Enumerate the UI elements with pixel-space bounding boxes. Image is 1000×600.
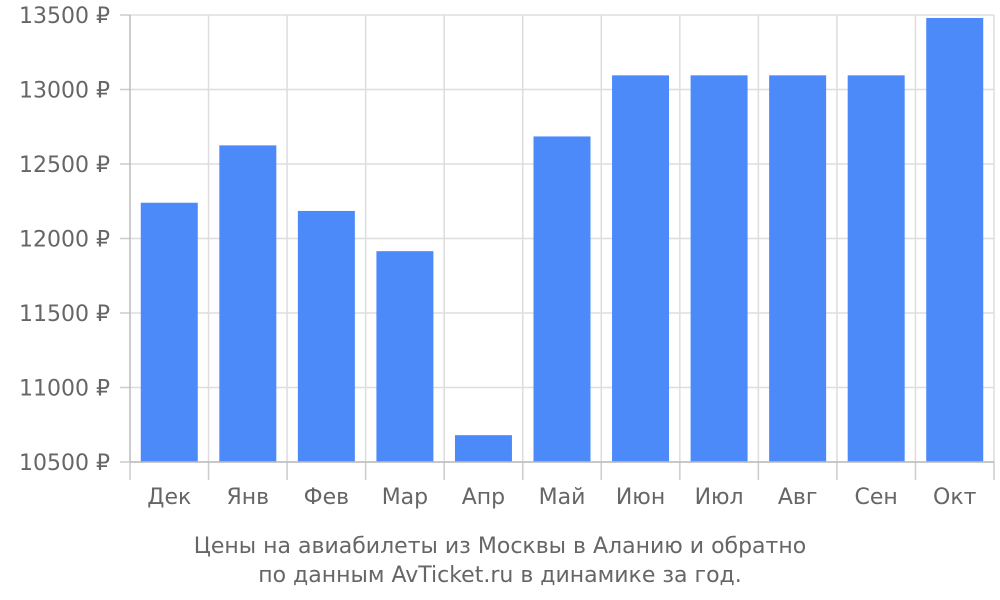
bar-4	[376, 251, 434, 462]
x-tick-label: Дек	[147, 485, 191, 510]
bar-1	[140, 202, 198, 463]
bar-5	[454, 435, 512, 462]
bar-9	[769, 75, 827, 462]
x-tick-label: Мар	[382, 485, 428, 510]
x-tick-label: Фев	[304, 485, 349, 510]
axes	[120, 14, 995, 480]
x-tick-label: Сен	[855, 485, 898, 510]
bar-7	[612, 75, 670, 462]
y-tick-label: 12500 ₽	[19, 153, 110, 178]
y-tick-label: 11500 ₽	[19, 302, 110, 327]
bar-8	[690, 75, 748, 462]
y-tick-label: 11000 ₽	[19, 377, 110, 402]
y-axis-tick-labels: 10500 ₽ 11000 ₽ 11500 ₽ 12000 ₽ 12500 ₽ 13000…	[19, 4, 110, 476]
bar-3	[297, 210, 355, 462]
y-tick-label: 10500 ₽	[19, 451, 110, 476]
x-tick-label: Май	[539, 485, 586, 510]
y-tick-label: 12000 ₽	[19, 228, 110, 253]
x-tick-label: Янв	[226, 485, 269, 510]
x-tick-label: Июл	[695, 485, 744, 510]
chart-caption-line-2: по данным AvTicket.ru в динамике за год.	[258, 563, 742, 588]
y-tick-label: 13500 ₽	[19, 4, 110, 29]
x-tick-label: Июн	[616, 485, 665, 510]
bar-11	[926, 17, 984, 462]
x-tick-label: Авг	[778, 485, 818, 510]
bar-10	[847, 75, 905, 462]
bar-2	[219, 145, 277, 462]
x-axis-tick-labels: Дек Янв Фев Мар Апр Май Июн Июл Авг Сен Окт	[147, 485, 976, 510]
y-tick-label: 13000 ₽	[19, 79, 110, 104]
x-tick-label: Окт	[933, 485, 977, 510]
x-tick-label: Апр	[462, 485, 505, 510]
bar-chart: 10500 ₽ 11000 ₽ 11500 ₽ 12000 ₽ 12500 ₽ 13000…	[19, 4, 995, 510]
chart-caption-line-1: Цены на авиабилеты из Москвы в Аланию и …	[193, 534, 807, 559]
bars	[140, 17, 984, 463]
bar-6	[533, 136, 591, 462]
